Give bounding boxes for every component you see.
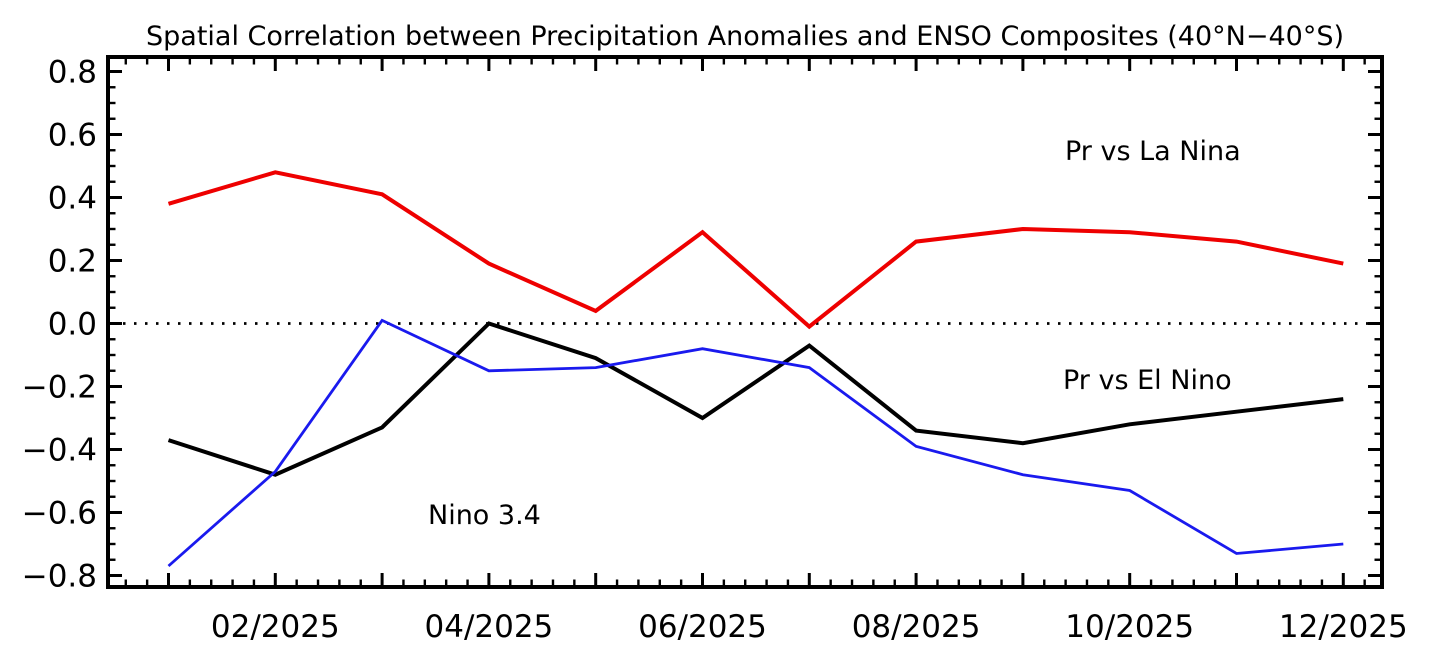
x-tick-label: 12/2025 bbox=[1279, 609, 1408, 645]
data-series bbox=[167, 170, 1344, 568]
pr-vs-el-nino-label: Pr vs El Nino bbox=[1063, 365, 1232, 396]
y-tick-label: −0.2 bbox=[22, 370, 97, 406]
pr-vs-el-nino-line bbox=[167, 321, 1344, 477]
x-tick-label: 02/2025 bbox=[211, 609, 340, 645]
y-tick-label: 0.6 bbox=[48, 118, 97, 154]
y-tick-label: 0.4 bbox=[48, 181, 97, 217]
y-tick-label: −0.4 bbox=[22, 433, 97, 469]
pr-vs-la-nina-label: Pr vs La Nina bbox=[1065, 136, 1241, 167]
y-tick-label: −0.6 bbox=[22, 496, 97, 532]
x-tick-label: 08/2025 bbox=[852, 609, 981, 645]
tick-labels: 0.8 0.6 0.4 0.2 0.0 −0.2 −0.4 −0.6 −0.8 02/2025 04… bbox=[22, 55, 1408, 646]
pr-vs-la-nina-line bbox=[167, 170, 1344, 330]
nino-3-4-label: Nino 3.4 bbox=[428, 500, 541, 531]
y-tick-label: 0.2 bbox=[48, 244, 97, 280]
axes-and-ticks bbox=[106, 55, 1384, 589]
x-tick-label: 10/2025 bbox=[1065, 609, 1194, 645]
y-tick-label: −0.8 bbox=[22, 559, 97, 595]
y-tick-label: 0.0 bbox=[48, 307, 97, 343]
series-legend-annotations: Pr vs La Nina Pr vs El Nino Nino 3.4 bbox=[428, 136, 1241, 531]
nino-3-4-line bbox=[167, 318, 1344, 568]
y-tick-label: 0.8 bbox=[48, 55, 97, 91]
x-tick-label: 06/2025 bbox=[638, 609, 767, 645]
chart-title: Spatial Correlation between Precipitatio… bbox=[146, 21, 1344, 52]
x-tick-label: 04/2025 bbox=[425, 609, 554, 645]
